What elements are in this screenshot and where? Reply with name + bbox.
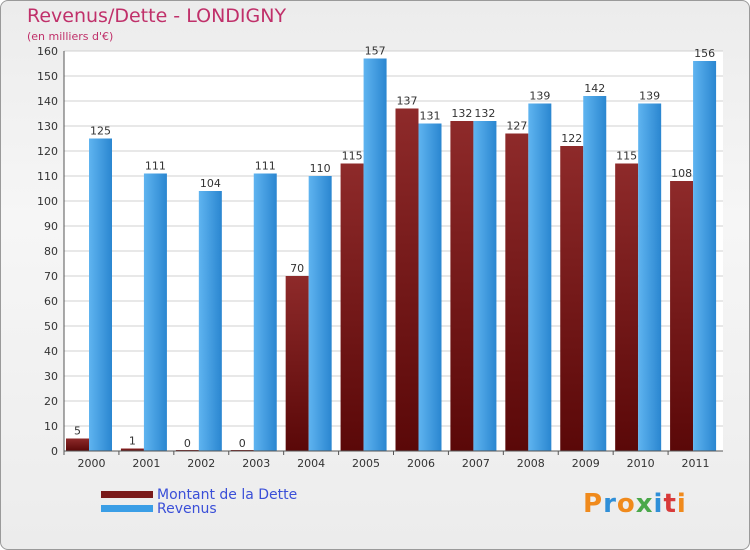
value-label-revenus-2002: 104 — [200, 177, 221, 190]
x-tick-label: 2006 — [407, 457, 435, 470]
bar-revenus-2005 — [363, 58, 387, 451]
legend-label-revenus: Revenus — [157, 501, 217, 517]
bar-revenus-2004 — [308, 176, 332, 451]
bar-revenus-2006 — [418, 123, 442, 451]
value-label-revenus-2003: 111 — [255, 160, 276, 173]
x-tick-label: 2009 — [572, 457, 600, 470]
x-tick-label: 2004 — [297, 457, 325, 470]
bar-revenus-2000 — [89, 138, 112, 451]
value-label-revenus-2009: 142 — [584, 82, 605, 95]
bar-revenus-2003 — [253, 173, 277, 451]
x-tick-label: 2000 — [77, 457, 105, 470]
x-tick-label: 2003 — [242, 457, 270, 470]
value-label-revenus-2011: 156 — [694, 47, 715, 60]
value-label-dette-2001: 1 — [129, 435, 136, 448]
y-tick-label: 10 — [44, 420, 58, 433]
logo-letter: o — [616, 489, 636, 519]
bar-revenus-2002 — [198, 191, 222, 451]
value-label-revenus-2005: 157 — [365, 45, 386, 58]
bar-dette-2007 — [450, 121, 474, 451]
y-tick-label: 100 — [37, 195, 58, 208]
y-tick-label: 150 — [37, 70, 58, 83]
x-tick-label: 2001 — [132, 457, 160, 470]
logo-letter: r — [603, 489, 617, 519]
value-label-dette-2000: 5 — [74, 425, 81, 438]
x-tick-label: 2005 — [352, 457, 380, 470]
bar-revenus-2009 — [583, 96, 607, 451]
legend-label-dette: Montant de la Dette — [157, 487, 298, 503]
value-label-dette-2004: 70 — [290, 262, 304, 275]
logo-letter: x — [635, 489, 654, 519]
value-label-dette-2009: 122 — [561, 132, 582, 145]
bar-dette-2000 — [66, 438, 89, 451]
y-tick-label: 40 — [44, 345, 58, 358]
logo-letter: t — [663, 489, 677, 519]
logo-letter: P — [583, 489, 604, 519]
value-label-revenus-2001: 111 — [145, 160, 166, 173]
legend-swatch-dette — [101, 491, 153, 498]
x-tick-label: 2007 — [462, 457, 490, 470]
chart-subtitle: (en milliers d'€) — [27, 30, 114, 43]
bar-revenus-2011 — [693, 61, 717, 451]
y-tick-label: 110 — [37, 170, 58, 183]
value-label-revenus-2008: 139 — [529, 90, 550, 103]
bar-dette-2006 — [395, 108, 419, 451]
value-label-dette-2011: 108 — [671, 167, 692, 180]
legend-item-revenus: Revenus — [101, 501, 401, 517]
legend-item-dette: Montant de la Dette — [101, 487, 401, 503]
x-tick-label: 2011 — [682, 457, 710, 470]
bar-dette-2001 — [120, 448, 144, 451]
value-label-revenus-2006: 131 — [420, 110, 441, 123]
chart-title: Revenus/Dette - LONDIGNY — [27, 5, 287, 27]
bar-dette-2010 — [615, 163, 639, 451]
y-tick-label: 20 — [44, 395, 58, 408]
value-label-revenus-2010: 139 — [639, 90, 660, 103]
legend-swatch-revenus — [101, 505, 153, 512]
logo-letter: i — [676, 489, 687, 519]
y-tick-label: 120 — [37, 145, 58, 158]
value-label-dette-2007: 132 — [451, 107, 472, 120]
value-label-dette-2005: 115 — [342, 150, 363, 163]
x-tick-label: 2002 — [187, 457, 215, 470]
y-tick-label: 30 — [44, 370, 58, 383]
bar-dette-2009 — [560, 146, 584, 451]
y-tick-label: 160 — [37, 45, 58, 58]
value-label-dette-2006: 137 — [397, 95, 418, 108]
value-label-revenus-2007: 132 — [474, 107, 495, 120]
logo-letter: i — [653, 489, 664, 519]
y-tick-label: 60 — [44, 295, 58, 308]
proxiti-logo: Proxiti — [583, 489, 687, 519]
bar-dette-2011 — [670, 181, 694, 451]
value-label-revenus-2004: 110 — [310, 162, 331, 175]
y-tick-label: 80 — [44, 245, 58, 258]
value-label-dette-2008: 127 — [506, 120, 527, 133]
y-tick-label: 90 — [44, 220, 58, 233]
y-tick-label: 50 — [44, 320, 58, 333]
x-tick-label: 2008 — [517, 457, 545, 470]
bar-revenus-2001 — [143, 173, 167, 451]
bar-dette-2008 — [505, 133, 529, 451]
bar-dette-2004 — [285, 276, 309, 451]
x-tick-label: 2010 — [627, 457, 655, 470]
bar-dette-2005 — [340, 163, 364, 451]
bar-revenus-2007 — [473, 121, 497, 451]
y-tick-label: 140 — [37, 95, 58, 108]
y-tick-label: 130 — [37, 120, 58, 133]
value-label-dette-2003: 0 — [239, 437, 246, 450]
y-tick-label: 70 — [44, 270, 58, 283]
bar-revenus-2010 — [638, 103, 662, 451]
value-label-dette-2010: 115 — [616, 150, 637, 163]
bar-revenus-2008 — [528, 103, 552, 451]
value-label-dette-2002: 0 — [184, 437, 191, 450]
y-tick-label: 0 — [51, 445, 58, 458]
value-label-revenus-2000: 125 — [90, 125, 111, 138]
